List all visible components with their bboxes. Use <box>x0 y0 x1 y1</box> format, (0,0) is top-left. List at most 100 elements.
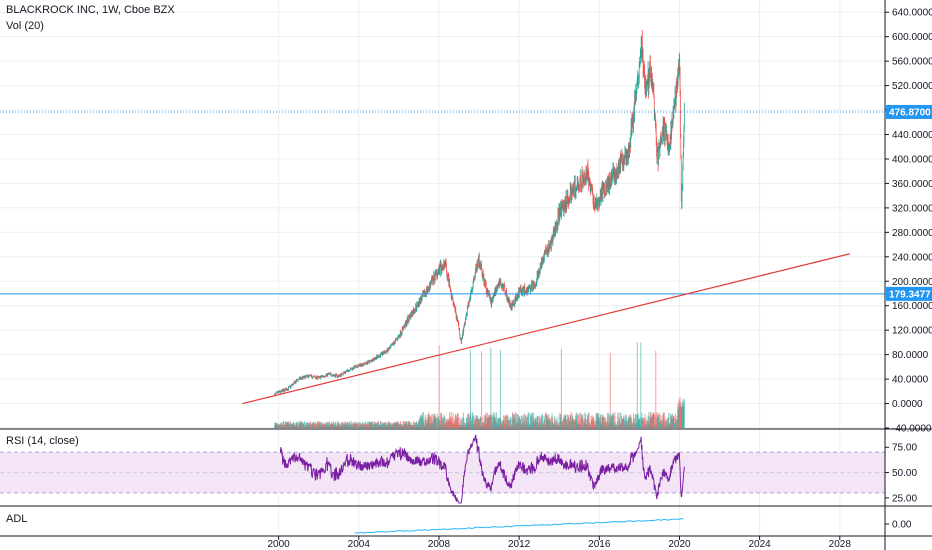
volume-bar <box>335 423 337 428</box>
volume-bar <box>540 415 542 428</box>
volume-bar <box>457 413 459 428</box>
volume-bar <box>614 412 616 428</box>
volume-bar <box>356 423 358 428</box>
volume-bar <box>466 418 468 428</box>
price-axis[interactable]: 640.0000600.0000560.0000520.0000480.0000… <box>885 8 932 435</box>
volume-bar <box>517 414 519 428</box>
volume-bar <box>490 347 492 428</box>
drawing-tools[interactable] <box>0 111 885 405</box>
volume-bar <box>642 418 644 428</box>
volume-bar <box>309 422 311 428</box>
adl-line-path <box>354 518 684 534</box>
volume-bar <box>639 417 641 428</box>
price-series <box>274 29 685 397</box>
volume-bar <box>557 416 559 428</box>
volume-bar <box>480 417 482 428</box>
volume-bar <box>524 414 526 428</box>
rsi-line-path <box>279 434 685 504</box>
volume-bar <box>385 423 387 428</box>
volume-bar <box>575 412 577 428</box>
volume-bar <box>430 417 432 428</box>
price-tick-label: 560.0000 <box>892 57 932 68</box>
time-tick-label: 2016 <box>588 539 611 550</box>
adl-axis[interactable]: 0.00 <box>885 520 912 531</box>
volume-bar <box>412 421 414 428</box>
price-tick-label: 280.0000 <box>892 228 932 239</box>
volume-bar <box>617 422 619 428</box>
volume-bar <box>499 350 501 428</box>
volume-bar <box>481 351 483 428</box>
volume-bar <box>351 422 353 428</box>
volume-bar <box>283 421 285 428</box>
symbol-title[interactable]: BLACKROCK INC, 1W, Cboe BZX <box>6 4 175 16</box>
volume-bar <box>599 417 601 428</box>
volume-bar <box>432 413 434 428</box>
volume-bar <box>439 420 441 428</box>
volume-bar <box>319 421 321 428</box>
rsi-tick-label: 25.00 <box>892 493 917 504</box>
volume-bar <box>468 417 470 428</box>
volume-bar <box>402 421 404 428</box>
volume-bar <box>326 423 328 428</box>
volume-bar <box>470 412 472 428</box>
volume-bar <box>669 413 671 428</box>
volume-bar <box>533 412 535 428</box>
volume-bar <box>655 417 657 428</box>
volume-bar <box>390 422 392 428</box>
volume-bar <box>635 414 637 428</box>
volume-bar <box>531 415 533 428</box>
time-tick-label: 2004 <box>348 539 371 550</box>
volume-bar <box>371 421 373 428</box>
volume-bar <box>445 422 447 428</box>
volume-bar <box>683 401 685 428</box>
volume-bar <box>595 413 597 428</box>
volume-bar <box>659 412 661 428</box>
volume-bar <box>306 422 308 428</box>
volume-bar <box>567 414 569 428</box>
volume-bar <box>644 414 646 428</box>
volume-bar <box>496 412 498 428</box>
price-tick-label: 80.0000 <box>892 350 929 361</box>
volume-bar <box>506 415 508 428</box>
price-tick-label: 360.0000 <box>892 179 932 190</box>
volume-bar <box>528 412 530 428</box>
volume-bar <box>605 423 607 428</box>
volume-bar <box>453 418 455 428</box>
volume-bar <box>594 420 596 428</box>
volume-bar <box>516 414 518 428</box>
rsi-tick-label: 75.00 <box>892 443 917 454</box>
volume-bar <box>472 415 474 428</box>
time-tick-label: 2028 <box>829 539 852 550</box>
volume-bar <box>514 412 516 428</box>
volume-bar <box>461 419 463 428</box>
adl-indicator-label[interactable]: ADL <box>6 513 28 525</box>
rsi-indicator-label[interactable]: RSI (14, close) <box>6 435 79 447</box>
volume-bar <box>636 342 638 428</box>
volume-bar <box>289 421 291 428</box>
rsi-tick-label: 50.00 <box>892 468 917 479</box>
time-axis[interactable]: 2000 2004 2008 2012 2016 2020 2024 2028 <box>267 536 851 550</box>
price-tick-label: 160.0000 <box>892 301 932 312</box>
volume-bar <box>429 415 431 428</box>
volume-bar <box>472 412 474 428</box>
volume-bar <box>414 422 416 428</box>
volume-bar <box>515 412 517 428</box>
volume-bar <box>474 415 476 428</box>
volume-bar <box>483 414 485 428</box>
time-tick-label: 2000 <box>267 539 290 550</box>
volume-bar <box>558 422 560 428</box>
volume-bar <box>665 421 667 428</box>
volume-indicator-label[interactable]: Vol (20) <box>6 20 44 32</box>
price-tick-label: 640.0000 <box>892 8 932 19</box>
time-tick-label: 2008 <box>428 539 451 550</box>
volume-bar <box>491 416 493 428</box>
volume-bar <box>537 415 539 428</box>
volume-bar <box>467 414 469 428</box>
rsi-axis[interactable]: 75.00 50.00 25.00 <box>885 443 917 505</box>
volume-bar <box>491 414 493 428</box>
volume-bar <box>637 413 639 428</box>
volume-bar <box>481 417 483 428</box>
volume-bar <box>438 345 440 428</box>
